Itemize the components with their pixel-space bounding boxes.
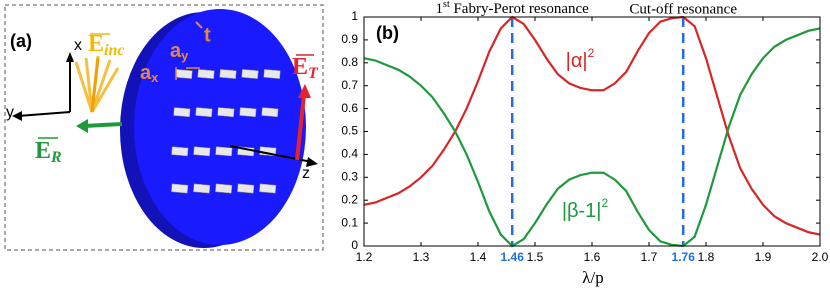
y-tick-label: 0.7: [341, 78, 358, 92]
x-axis-label: λ/p: [582, 268, 603, 287]
y-tick-label: 0: [351, 238, 358, 252]
annotation-sup: st: [443, 0, 450, 10]
x-tick-label: 1.76: [672, 250, 696, 264]
e-r-arrow: [83, 122, 123, 128]
x-tick-label: 1.9: [755, 250, 772, 264]
x-tick-label: 1.7: [641, 250, 658, 264]
y-tick-label: 0.1: [341, 215, 358, 229]
holes: [171, 69, 281, 194]
hole: [197, 69, 215, 79]
y-tick-label: 0.5: [341, 124, 358, 138]
plot-frame: [363, 16, 821, 247]
e-inc-arrow: [90, 57, 100, 113]
arrowhead: [306, 157, 318, 167]
arrowhead: [66, 52, 74, 62]
y-tick-label: 0.3: [341, 169, 358, 183]
axis-label: y: [6, 104, 14, 121]
t-marker: [195, 21, 203, 29]
hole: [217, 107, 235, 118]
hole: [193, 183, 211, 194]
axis-label: z: [302, 165, 310, 182]
hole: [237, 183, 255, 194]
x-tick-label: 1.3: [413, 250, 430, 264]
x-tick-label: 1.5: [527, 250, 544, 264]
y-tick-label: 0.4: [341, 147, 358, 161]
e-inc-label: Einc: [88, 31, 124, 59]
line-series: [363, 15, 821, 236]
hole: [171, 146, 189, 157]
series-label: |β-1|2: [562, 196, 609, 222]
x-tick-label: 1.46: [501, 250, 525, 264]
hole: [193, 146, 211, 157]
annotation-part: 1: [436, 1, 444, 17]
series-name-sup: 2: [588, 46, 595, 60]
x-tick-label: 1.6: [584, 250, 601, 264]
series-name: |β-1|: [562, 200, 602, 222]
a-y-label: ay: [170, 40, 189, 63]
hole: [175, 69, 193, 79]
series-name: |α|: [566, 50, 588, 72]
hole: [171, 183, 189, 194]
disk-face: [134, 9, 306, 245]
diagram: (a) x y z Einc ER ET ay ax t: [4, 4, 324, 251]
panel-frame: [4, 4, 324, 251]
chart: (b) λ/p 0 0.1 0.2 0.3 0.4 0.5 0.6 0.7 0.8 0.9 1 1.2…: [341, 0, 828, 287]
hole: [215, 183, 233, 194]
e-r-label: ER: [35, 138, 62, 166]
hole: [263, 69, 281, 79]
annotation-part: Fabry-Perot resonance: [450, 1, 589, 17]
x-tick-label: 2.0: [812, 250, 829, 264]
hole: [195, 107, 213, 118]
annotation: 1st Fabry-Perot resonance: [436, 0, 590, 17]
x-tick-label: 1.2: [356, 250, 373, 264]
y-tick-label: 1: [351, 9, 358, 23]
arrowhead: [298, 84, 311, 98]
series-label: |α|2: [566, 46, 595, 72]
annotation: Cut-off resonance: [629, 1, 737, 17]
hole: [241, 69, 259, 79]
y-tick-label: 0.2: [341, 192, 358, 206]
e-t-label: ET: [292, 54, 319, 82]
arrowhead: [12, 111, 22, 121]
hole: [239, 107, 257, 118]
hole: [215, 146, 233, 157]
a-x-label: ax: [140, 62, 159, 85]
hole: [259, 183, 277, 194]
line-series: [363, 27, 821, 248]
e-t-arrow: [295, 94, 306, 161]
t-label: t: [204, 24, 211, 46]
hole: [261, 107, 279, 118]
axis-label: x: [74, 37, 82, 54]
panel-label: (b): [376, 23, 399, 43]
y-tick-label: 0.9: [341, 32, 358, 46]
y-tick-label: 0.8: [341, 55, 358, 69]
hole: [173, 107, 191, 118]
y-axis-arrow: [17, 111, 71, 117]
x-tick-label: 1.8: [698, 250, 715, 264]
hole: [219, 69, 237, 79]
panel-label: (a): [10, 31, 32, 51]
series-name-sup: 2: [602, 196, 609, 210]
y-tick-label: 0.6: [341, 101, 358, 115]
arrowhead: [76, 119, 88, 133]
x-tick-label: 1.4: [470, 250, 487, 264]
